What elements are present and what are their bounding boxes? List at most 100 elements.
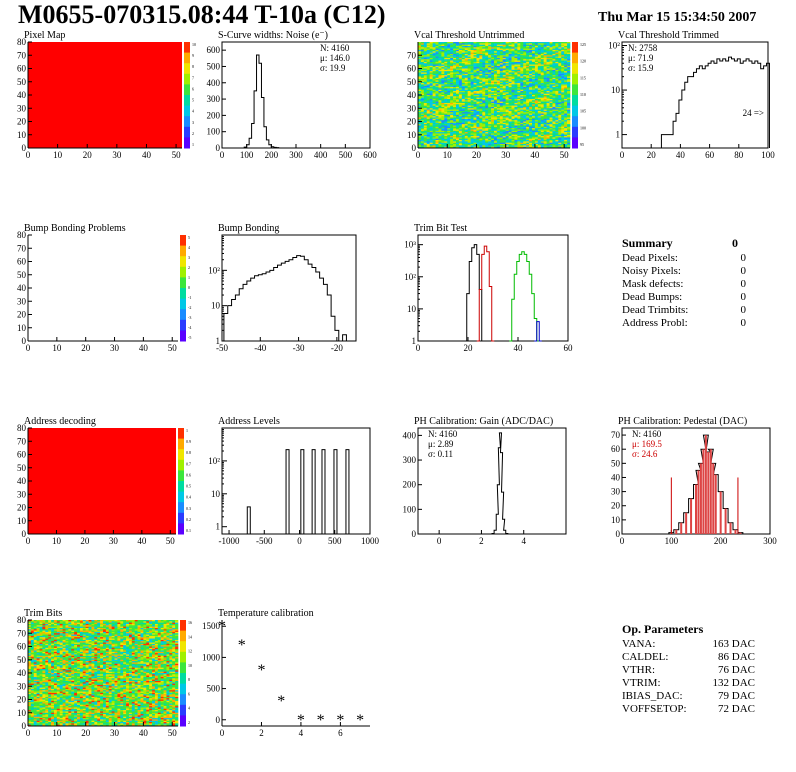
heatmap-cell: [494, 69, 498, 72]
heatmap-cell: [532, 146, 536, 149]
heatmap-cell: [470, 98, 474, 101]
heatmap-cell: [33, 699, 37, 702]
heatmap-cell: [485, 63, 489, 65]
heatmap-cell: [491, 120, 495, 122]
heatmap-cell: [529, 87, 533, 89]
heatmap-cell: [552, 101, 556, 104]
heatmap-cell: [456, 67, 460, 69]
heatmap-cell: [517, 53, 521, 56]
heatmap-cell: [549, 114, 553, 117]
heatmap-cell: [30, 695, 35, 698]
heatmap-cell: [558, 69, 562, 72]
heatmap-cell: [467, 69, 471, 72]
heatmap-cell: [520, 130, 524, 133]
heatmap-cell: [537, 97, 542, 100]
heatmap-cell: [508, 93, 512, 96]
heatmap-cell: [467, 117, 471, 120]
palette-segment: [178, 512, 184, 519]
heatmap-cell: [523, 95, 527, 97]
heatmap-cell: [502, 77, 506, 80]
heatmap-cell: [450, 134, 454, 137]
heatmap-cell: [523, 142, 527, 145]
heatmap-cell: [423, 113, 428, 116]
heatmap-cell: [549, 113, 553, 116]
heatmap-cell: [467, 63, 471, 65]
heatmap-cell: [423, 144, 428, 146]
heatmap-cell: [494, 120, 498, 122]
heatmap-cell: [453, 93, 457, 96]
heatmap-cell: [502, 85, 506, 88]
heatmap-cell: [464, 121, 468, 124]
heatmap-cell: [33, 703, 37, 706]
heatmap-cell: [444, 55, 448, 57]
heatmap-cell: [453, 142, 457, 145]
heatmap-cell: [564, 81, 568, 84]
heatmap-cell: [567, 141, 571, 144]
heatmap-cell: [494, 72, 498, 75]
y-tick-label: 20: [17, 503, 27, 513]
heatmap-cell: [450, 57, 454, 60]
heatmap-cell: [420, 79, 425, 81]
heatmap-cell: [423, 126, 428, 129]
heatmap-cell: [444, 129, 448, 132]
heatmap-cell: [532, 129, 536, 132]
heatmap-cell: [464, 117, 468, 120]
heatmap-cell: [435, 137, 439, 140]
heatmap-cell: [441, 95, 445, 97]
heatmap-cell: [438, 105, 442, 108]
heatmap-cell: [473, 141, 477, 144]
heatmap-cell: [520, 121, 524, 124]
heatmap-cell: [546, 69, 550, 72]
heatmap-cell: [473, 61, 477, 64]
heatmap-cell: [482, 72, 486, 75]
heatmap-cell: [464, 102, 468, 105]
palette-segment: [572, 42, 578, 48]
heatmap-cell: [546, 87, 550, 89]
heatmap-cell: [418, 118, 422, 121]
heatmap-cell: [567, 116, 571, 118]
heatmap-cell: [438, 45, 442, 48]
heatmap-cell: [33, 724, 37, 727]
heatmap-cell: [526, 125, 530, 128]
heatmap-cell: [441, 98, 445, 101]
heatmap-cell: [420, 72, 425, 75]
heatmap-cell: [505, 59, 509, 61]
heatmap-cell: [429, 56, 433, 59]
heatmap-cell: [432, 79, 436, 81]
heatmap-cell: [508, 126, 512, 129]
heatmap-cell: [543, 129, 547, 132]
heatmap-cell: [476, 88, 480, 91]
heatmap-cell: [453, 146, 457, 149]
heatmap-cell: [502, 92, 506, 94]
heatmap-cell: [485, 97, 489, 100]
heatmap-cell: [473, 106, 477, 109]
heatmap-cell: [496, 53, 501, 56]
heatmap-cell: [532, 97, 536, 100]
heatmap-cell: [482, 45, 486, 48]
heatmap-cell: [473, 112, 477, 114]
heatmap-cell: [444, 81, 448, 84]
heatmap-cell: [33, 667, 37, 670]
heatmap-cell: [33, 649, 37, 651]
heatmap-cell: [508, 112, 512, 114]
heatmap-cell: [420, 101, 425, 104]
heatmap-cell: [505, 65, 509, 68]
heatmap-cell: [461, 114, 466, 117]
heatmap-cell: [438, 109, 442, 112]
heatmap-cell: [423, 49, 428, 52]
heatmap-cell: [467, 129, 471, 132]
heatmap-cell: [514, 100, 518, 102]
heatmap-cell: [491, 48, 495, 51]
heatmap-cell: [508, 95, 512, 97]
heatmap-cell: [426, 75, 430, 77]
heatmap-cell: [526, 81, 530, 84]
heatmap-cell: [418, 133, 422, 136]
palette-segment: [180, 235, 186, 241]
heatmap-cell: [423, 116, 428, 118]
heatmap-cell: [520, 65, 524, 68]
heatmap-cell: [491, 93, 495, 96]
address-level-bar: [345, 449, 350, 535]
heatmap-cell: [461, 56, 466, 59]
heatmap-cell: [496, 112, 501, 114]
